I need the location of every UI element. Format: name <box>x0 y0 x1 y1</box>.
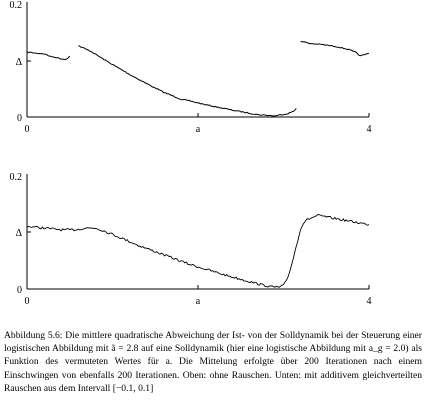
y-tick-label-bottom: 0 <box>17 285 22 296</box>
curve-segment-1 <box>26 51 71 61</box>
bottom-panel: 0.2 Δ 0 0 a 4 <box>10 172 372 307</box>
curve-segment-2 <box>78 45 297 117</box>
x-tick-label-left: 0 <box>25 296 30 307</box>
plot-area <box>26 214 370 288</box>
curve-segment-3 <box>300 40 370 57</box>
y-tick-label-bottom: 0 <box>17 113 22 124</box>
y-tick-label-top: 0.2 <box>10 0 23 11</box>
x-tick-label-mid: a <box>196 296 201 307</box>
curve-segment-1 <box>26 214 370 288</box>
x-tick-label-left: 0 <box>25 124 30 135</box>
caption-text: Die mittlere quadratische Abweichung der… <box>4 330 422 394</box>
y-tick-label-mid: Δ <box>16 57 23 68</box>
x-tick-label-mid: a <box>196 124 201 135</box>
plot-area <box>26 40 370 117</box>
caption-label: Abbildung 5.6: <box>4 330 63 341</box>
figure-caption: Abbildung 5.6: Die mittlere quadratische… <box>4 329 422 395</box>
x-tick-label-right: 4 <box>367 296 372 307</box>
top-panel: 0.2 Δ 0 0 a 4 <box>10 0 372 135</box>
y-tick-label-mid: Δ <box>16 228 23 239</box>
y-tick-label-top: 0.2 <box>10 172 23 183</box>
x-tick-label-right: 4 <box>367 124 372 135</box>
